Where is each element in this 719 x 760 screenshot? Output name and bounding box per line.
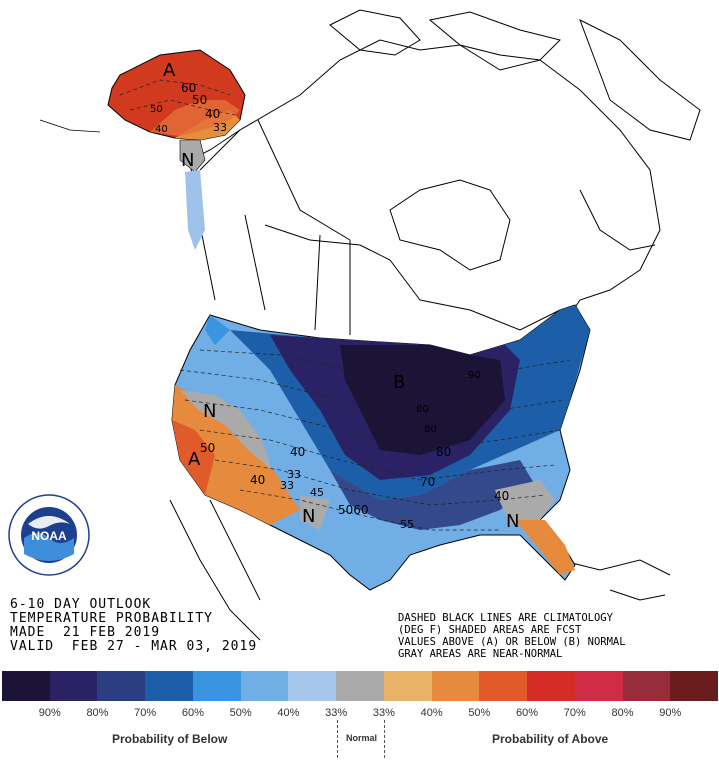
west-n-label: N [203, 401, 216, 422]
outlook-info: 6-10 DAY OUTLOOK TEMPERATURE PROBABILITY… [10, 598, 257, 654]
noaa-logo-text: NOAA [31, 529, 67, 543]
legend-tick-label: 50% [229, 707, 252, 719]
legend-swatch [2, 671, 50, 701]
c45-label: 45 [310, 486, 324, 499]
outlook-subtitle: TEMPERATURE PROBABILITY [10, 611, 214, 626]
legend-tick-label: 70% [563, 707, 586, 719]
alaska-40b-label: 40 [155, 124, 168, 135]
legend-swatch [336, 671, 384, 701]
legend-swatch [145, 671, 193, 701]
c80c-label: 80 [424, 424, 437, 435]
alaska-region [39, 49, 246, 250]
alaska-50b-label: 50 [150, 104, 163, 115]
legend-swatch [479, 671, 528, 701]
probability-color-bar [2, 671, 719, 701]
west-40-label: 40 [250, 473, 265, 487]
tick-spacer [2, 707, 26, 719]
sw-n-label: N [302, 506, 315, 527]
c90-label: 90 [468, 370, 481, 381]
legend-tick-label: 80% [611, 707, 634, 719]
alaska-40-label: 40 [205, 107, 220, 121]
se-40-label: 40 [494, 489, 509, 503]
legend-tick-label: 70% [134, 707, 157, 719]
outlook-made-date: MADE 21 FEB 2019 [10, 625, 161, 640]
west-33b-label: 33 [280, 479, 294, 492]
note-line-1: DASHED BLACK LINES ARE CLIMATOLOGY [398, 612, 613, 624]
legend-swatch [97, 671, 146, 701]
outlook-valid-range: VALID FEB 27 - MAR 03, 2019 [10, 639, 258, 654]
legend-tick-label: 60% [516, 707, 539, 719]
c80b-label: 80 [416, 404, 429, 415]
normal-left-divider [337, 720, 338, 758]
alaska-n-label: N [181, 150, 194, 171]
legend-tick-label: 50% [468, 707, 491, 719]
c55-label: 55 [400, 518, 414, 531]
legend-swatch [622, 671, 671, 701]
legend-tick-label: 90% [38, 707, 61, 719]
legend-tick-label: 80% [86, 707, 109, 719]
legend-swatch [192, 671, 241, 701]
legend-swatch [574, 671, 623, 701]
outlook-title: 6-10 DAY OUTLOOK [10, 597, 152, 612]
legend-swatch [240, 671, 289, 701]
center-b-label: B [393, 372, 405, 393]
c70-label: 70 [420, 475, 435, 489]
legend-swatch [431, 671, 480, 701]
west-33a-label: 33 [287, 468, 301, 481]
legend-swatch [288, 671, 337, 701]
probability-below-label: Probability of Below [112, 732, 228, 746]
outlook-map: A 60 50 40 33 N 50 40 N A 50 40 33 33 N … [39, 9, 701, 641]
legend-notes: DASHED BLACK LINES ARE CLIMATOLOGY (DEG … [398, 612, 626, 660]
legend-swatch [383, 671, 432, 701]
normal-label: Normal [346, 733, 378, 743]
legend-tick-label: 33% [372, 707, 395, 719]
normal-right-divider [384, 720, 385, 758]
conus-region [171, 304, 591, 591]
probability-above-label: Probability of Above [492, 732, 609, 746]
c5060-label: 5060 [338, 503, 369, 517]
c40-label: 40 [290, 445, 305, 459]
climatology-lines [119, 79, 571, 531]
c80-label: 80 [436, 445, 451, 459]
alaska-60-label: 60 [181, 81, 196, 95]
legend-tick-label: 40% [277, 707, 300, 719]
alaska-50-label: 50 [192, 93, 207, 107]
legend-tick-label: 90% [659, 707, 682, 719]
map-labels: A 60 50 40 33 N 50 40 N A 50 40 33 33 N … [150, 60, 519, 532]
legend-swatch [527, 671, 575, 701]
west-50-label: 50 [200, 441, 215, 455]
west-a-label: A [188, 449, 201, 470]
legend-swatch [670, 671, 719, 701]
note-line-4: GRAY AREAS ARE NEAR-NORMAL [398, 648, 563, 660]
alaska-33-label: 33 [213, 121, 227, 134]
legend-swatch [49, 671, 98, 701]
noaa-logo: NOAA [8, 494, 90, 576]
legend-tick-label: 33% [325, 707, 348, 719]
alaska-a-label: A [163, 60, 176, 81]
legend-tick-label: 40% [420, 707, 443, 719]
note-line-3: VALUES ABOVE (A) OR BELOW (B) NORMAL [398, 636, 626, 648]
se-n-label: N [506, 511, 519, 532]
tick-spacer [694, 707, 718, 719]
legend-tick-label: 60% [181, 707, 204, 719]
note-line-2: (DEG F) SHADED AREAS ARE FCST [398, 624, 582, 636]
probability-tick-labels: 90% 80% 70% 60% 50% 40% 33% 33% 40% 50% 60% 70% 80% 9… [2, 707, 718, 719]
